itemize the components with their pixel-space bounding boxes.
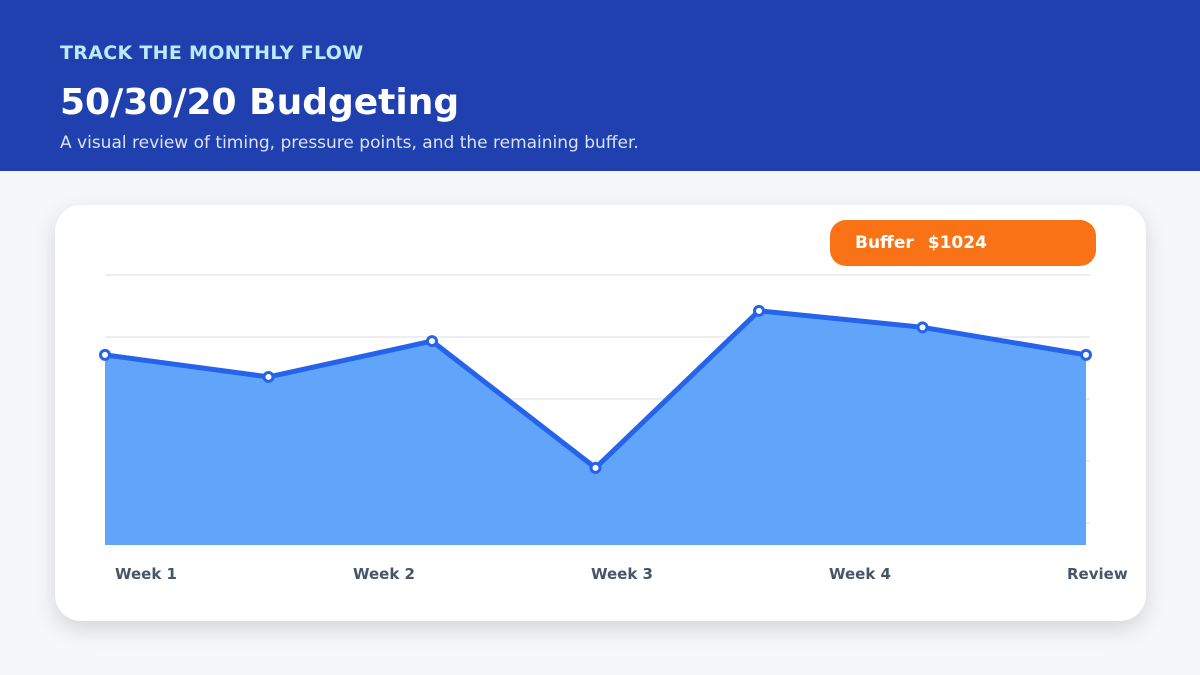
x-tick-label: Review [1067, 565, 1128, 583]
header-banner: TRACK THE MONTHLY FLOW 50/30/20 Budgetin… [0, 0, 1200, 171]
data-point-6 [916, 321, 929, 334]
x-axis-ticks: Week 1 Week 2 Week 3 Week 4 Review [115, 565, 1128, 583]
eyebrow-text: TRACK THE MONTHLY FLOW [60, 42, 364, 64]
data-points [99, 304, 1092, 474]
x-tick-label: Week 1 [115, 565, 177, 583]
x-tick-label: Week 4 [829, 565, 891, 583]
buffer-label: Buffer [855, 233, 914, 253]
data-point-7 [1080, 348, 1092, 361]
page-title: 50/30/20 Budgeting [60, 82, 460, 123]
data-point-4 [589, 461, 602, 474]
buffer-value: $1024 [927, 233, 987, 253]
data-point-3 [426, 335, 438, 348]
x-tick-label: Week 3 [591, 565, 653, 583]
buffer-badge: Buffer $1024 [830, 220, 1096, 266]
series-area [105, 310, 1086, 545]
page-subtitle: A visual review of timing, pressure poin… [60, 133, 639, 153]
data-point-1 [99, 348, 111, 361]
x-tick-label: Week 2 [353, 565, 415, 583]
data-point-2 [262, 370, 275, 383]
data-point-5 [753, 304, 765, 317]
